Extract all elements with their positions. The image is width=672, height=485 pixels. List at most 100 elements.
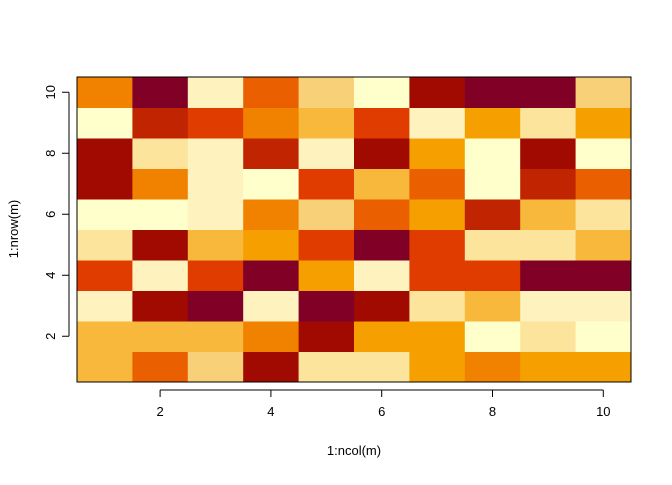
cell — [575, 168, 632, 200]
cell — [354, 138, 410, 169]
cell — [575, 321, 632, 352]
y-axis-label: 1:nrow(m) — [6, 200, 21, 259]
cell — [187, 351, 244, 383]
cell — [354, 168, 410, 200]
cell — [77, 290, 133, 322]
cell — [132, 229, 189, 261]
cell — [77, 229, 133, 261]
cell — [132, 260, 189, 291]
x-tick-label: 4 — [267, 404, 274, 419]
cell — [575, 260, 632, 291]
cell — [354, 321, 410, 352]
cell — [77, 77, 133, 108]
plot-box — [76, 76, 632, 383]
y-tick-label: 10 — [43, 85, 58, 99]
cell — [77, 138, 133, 169]
cell — [187, 138, 244, 169]
cell — [187, 321, 244, 352]
cell — [354, 351, 410, 383]
cell — [298, 290, 355, 322]
cell — [520, 229, 577, 261]
cell — [464, 107, 521, 139]
cell — [132, 290, 189, 322]
x-tick-label: 10 — [596, 404, 610, 419]
cell — [298, 199, 355, 230]
cell — [243, 351, 300, 383]
cell — [575, 229, 632, 261]
cell — [464, 290, 521, 322]
cell — [132, 321, 189, 352]
cell — [409, 321, 466, 352]
cell — [298, 138, 355, 169]
cell — [520, 290, 577, 322]
cell — [187, 77, 244, 108]
cell — [520, 321, 577, 352]
cell — [243, 77, 300, 108]
cell — [243, 290, 300, 322]
cell — [354, 290, 410, 322]
cell — [354, 77, 410, 108]
cell — [354, 260, 410, 291]
cell — [520, 199, 577, 230]
cell — [77, 168, 133, 200]
cell — [77, 199, 133, 230]
cell — [243, 168, 300, 200]
y-tick-label: 2 — [43, 333, 58, 340]
cell — [298, 321, 355, 352]
cell — [409, 351, 466, 383]
x-axis-label: 1:ncol(m) — [327, 443, 381, 458]
cell — [298, 229, 355, 261]
cell — [243, 229, 300, 261]
cell — [409, 168, 466, 200]
cell — [520, 138, 577, 169]
cell — [243, 321, 300, 352]
cell — [298, 260, 355, 291]
cell — [243, 199, 300, 230]
cell — [243, 107, 300, 139]
cell — [187, 229, 244, 261]
cell — [464, 351, 521, 383]
cell — [132, 138, 189, 169]
cell — [132, 351, 189, 383]
cell — [77, 260, 133, 291]
cell — [464, 77, 521, 108]
x-tick-label: 8 — [489, 404, 496, 419]
cell — [132, 168, 189, 200]
cell — [575, 199, 632, 230]
cell — [409, 260, 466, 291]
cell — [409, 290, 466, 322]
cell — [354, 199, 410, 230]
y-tick-label: 8 — [43, 150, 58, 157]
cell — [77, 351, 133, 383]
cell — [409, 77, 466, 108]
cell — [243, 138, 300, 169]
cell — [298, 351, 355, 383]
cell — [187, 199, 244, 230]
cell — [77, 107, 133, 139]
cell — [409, 138, 466, 169]
cell — [575, 290, 632, 322]
x-tick-label: 2 — [156, 404, 163, 419]
cell — [575, 77, 632, 108]
cell — [243, 260, 300, 291]
cell — [354, 229, 410, 261]
cell — [298, 168, 355, 200]
cell — [187, 107, 244, 139]
cell — [575, 351, 632, 383]
cell — [520, 168, 577, 200]
y-tick-label: 4 — [43, 272, 58, 279]
x-tick-label: 6 — [378, 404, 385, 419]
cell — [575, 107, 632, 139]
cell — [520, 260, 577, 291]
cell — [187, 168, 244, 200]
cell — [298, 77, 355, 108]
cell — [132, 199, 189, 230]
cell — [464, 168, 521, 200]
cell — [520, 77, 577, 108]
cell — [409, 199, 466, 230]
cell — [298, 107, 355, 139]
cell — [354, 107, 410, 139]
cell — [464, 199, 521, 230]
cell — [409, 107, 466, 139]
